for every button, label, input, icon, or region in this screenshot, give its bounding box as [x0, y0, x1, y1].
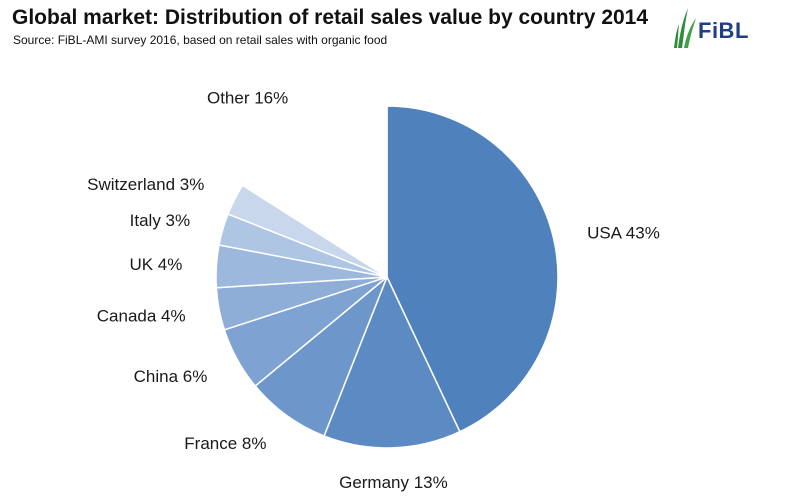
pie-slice-germany	[323, 275, 461, 449]
slice-label-usa: USA 43%	[587, 223, 660, 242]
slice-label-italy: Italy 3%	[130, 211, 190, 230]
leaf-icon	[674, 8, 696, 48]
pie-slice-usa	[386, 105, 559, 433]
chart-subtitle: Source: FiBL-AMI survey 2016, based on r…	[13, 33, 388, 47]
pie-slice-other	[241, 105, 388, 279]
slice-label-china: China 6%	[134, 367, 208, 386]
slice-label-germany: Germany 13%	[339, 473, 448, 492]
slice-label-switzerland: Switzerland 3%	[87, 175, 204, 194]
logo-text: FiBL	[698, 18, 749, 43]
slice-label-other: Other 16%	[207, 88, 288, 107]
chart-title: Global market: Distribution of retail sa…	[12, 6, 649, 29]
fibl-logo: FiBL	[672, 4, 772, 50]
slice-label-canada: Canada 4%	[97, 306, 186, 325]
slice-label-uk: UK 4%	[129, 255, 182, 274]
slice-label-france: France 8%	[184, 434, 266, 453]
